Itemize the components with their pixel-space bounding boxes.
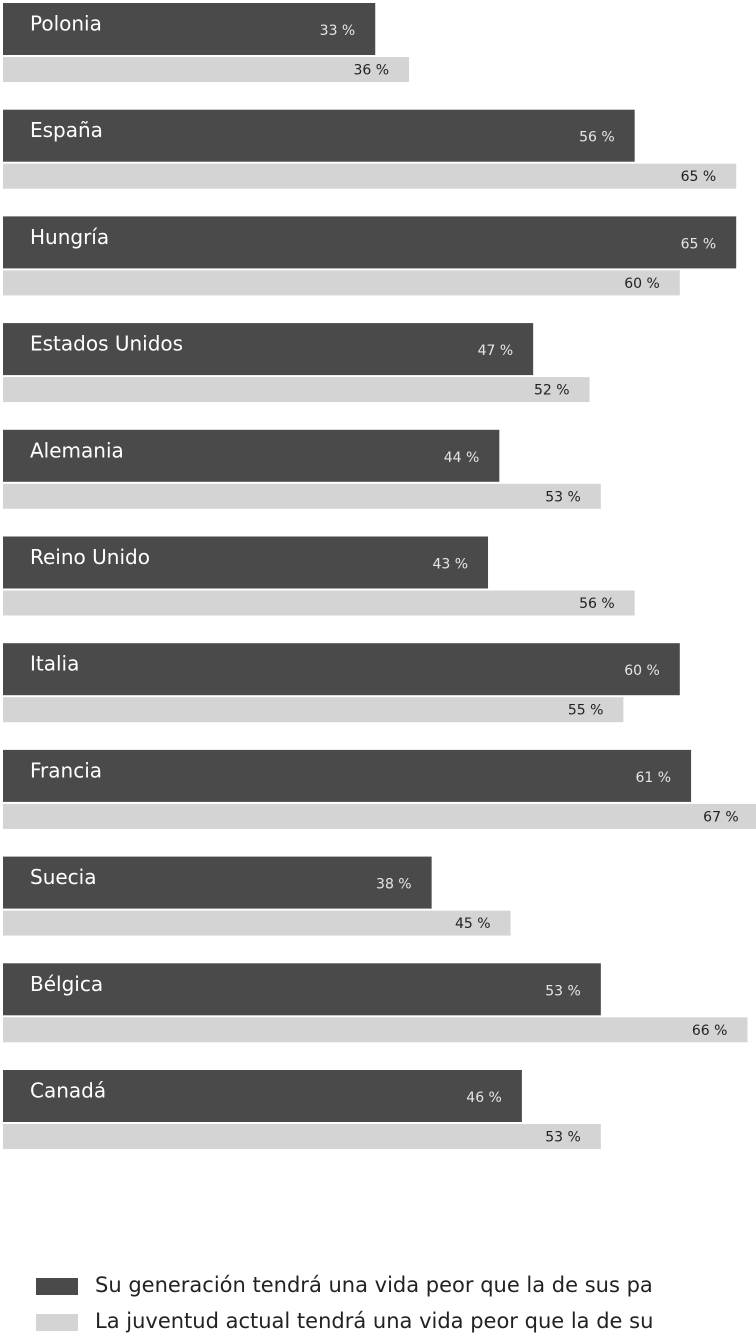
bar <box>3 536 489 589</box>
value-label: 60 % <box>624 276 660 292</box>
bar <box>3 57 410 82</box>
value-label: 52 % <box>534 383 570 399</box>
value-label: 56 % <box>579 596 615 612</box>
bar <box>3 270 680 296</box>
bar <box>3 377 590 403</box>
value-label: 45 % <box>455 916 491 932</box>
bar <box>3 590 635 616</box>
category-label: Bélgica <box>30 972 103 996</box>
value-label: 36 % <box>354 63 390 79</box>
value-label: 53 % <box>545 489 581 505</box>
category-label: Suecia <box>30 865 96 889</box>
bar <box>3 749 692 802</box>
category-label: Canadá <box>30 1079 106 1103</box>
value-label: 53 % <box>545 983 581 999</box>
bar <box>3 216 737 269</box>
bar <box>3 1124 601 1149</box>
legend-label: La juventud actual tendrá una vida peor … <box>95 1309 653 1333</box>
bar <box>3 643 680 696</box>
bar <box>3 483 601 509</box>
value-label: 60 % <box>624 663 660 679</box>
value-label: 44 % <box>444 450 480 466</box>
bar <box>3 697 624 723</box>
value-label: 66 % <box>692 1023 728 1039</box>
value-label: 61 % <box>636 770 672 786</box>
bar <box>3 429 500 482</box>
legend-swatch <box>36 1314 78 1331</box>
category-label: Francia <box>30 758 102 782</box>
bar <box>3 963 601 1016</box>
value-label: 67 % <box>703 809 739 825</box>
bar <box>3 3 376 55</box>
category-label: España <box>30 118 103 142</box>
value-label: 38 % <box>376 877 412 893</box>
bar <box>3 323 534 376</box>
value-label: 56 % <box>579 130 615 146</box>
value-label: 33 % <box>320 23 356 39</box>
value-label: 55 % <box>568 703 604 719</box>
legend-swatch <box>36 1278 78 1295</box>
category-label: Alemania <box>30 438 124 462</box>
category-label: Estados Unidos <box>30 332 183 356</box>
value-label: 65 % <box>681 236 717 252</box>
category-label: Polonia <box>30 12 102 36</box>
bar <box>3 163 737 189</box>
bar <box>3 109 635 162</box>
value-label: 43 % <box>432 557 468 573</box>
bar <box>3 910 511 936</box>
bar <box>3 856 432 909</box>
legend-label: Su generación tendrá una vida peor que l… <box>95 1273 653 1297</box>
bar <box>3 1017 748 1043</box>
value-label: 53 % <box>545 1130 581 1146</box>
value-label: 46 % <box>466 1090 502 1106</box>
category-label: Italia <box>30 652 79 676</box>
bar <box>3 1070 522 1122</box>
value-label: 47 % <box>478 343 514 359</box>
category-label: Reino Unido <box>30 545 150 569</box>
value-label: 65 % <box>681 169 717 185</box>
category-label: Hungría <box>30 225 109 249</box>
bar <box>3 803 756 829</box>
